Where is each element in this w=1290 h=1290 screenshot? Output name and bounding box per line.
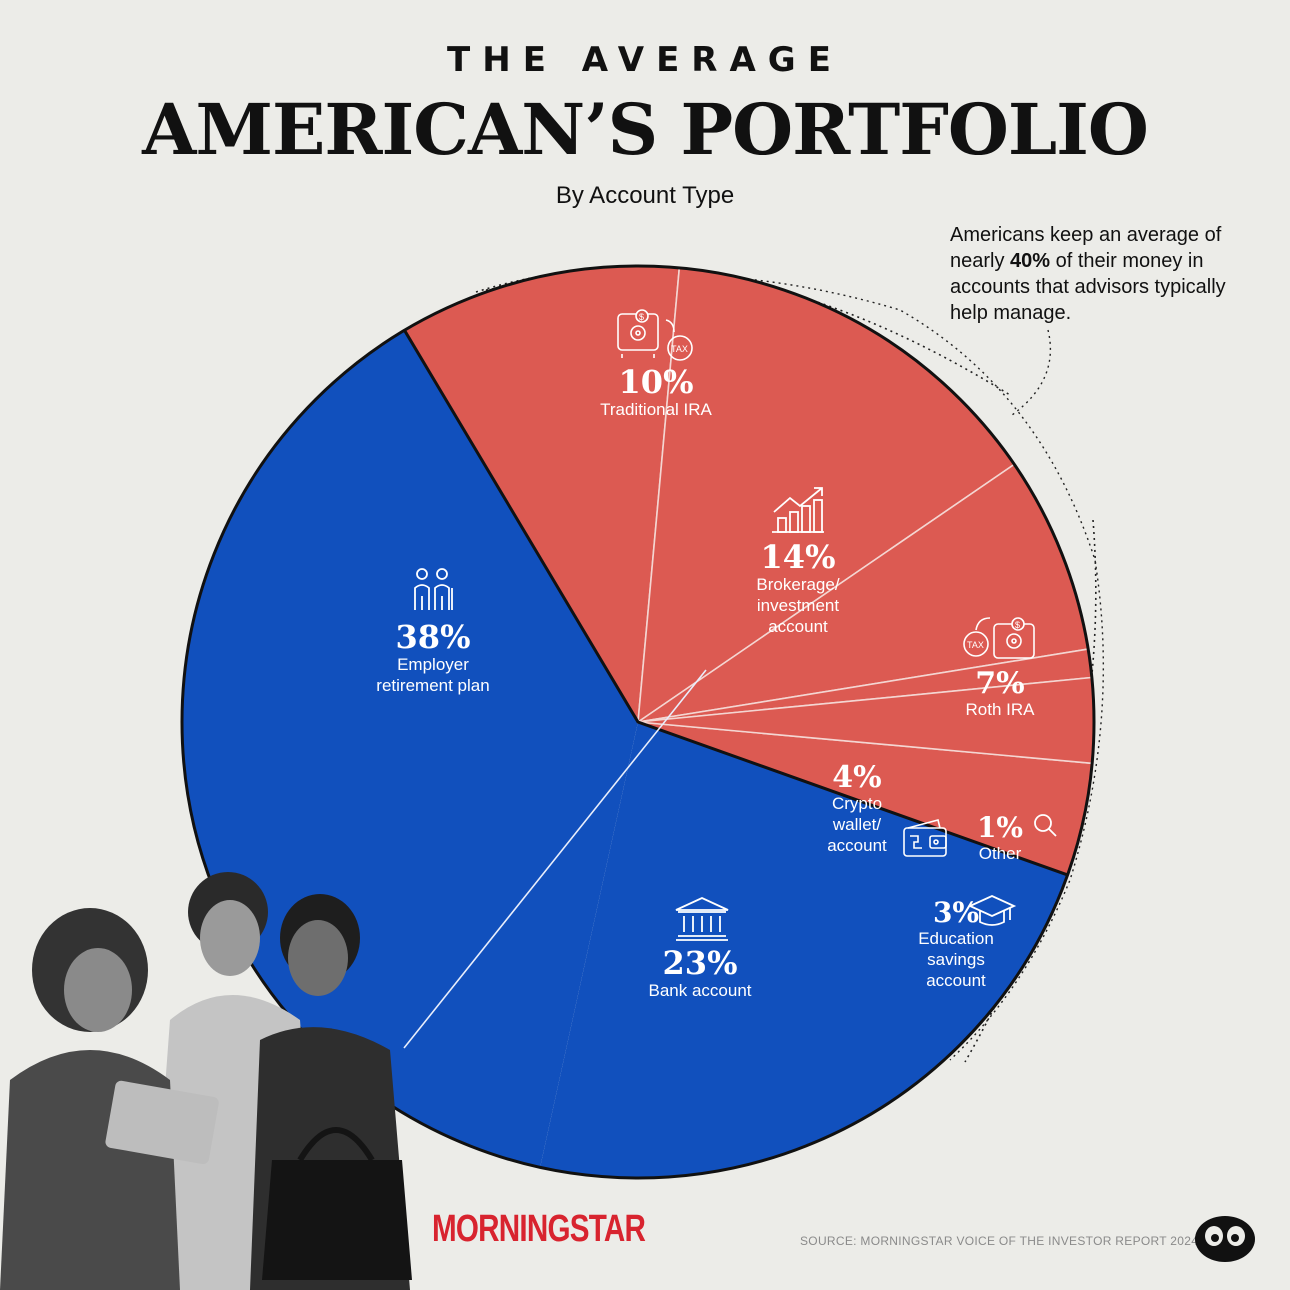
- slice-label-brokerage-investment-account-0: Brokerage/: [756, 575, 839, 594]
- annotation-leader: [1011, 329, 1052, 416]
- svg-text:$: $: [639, 312, 644, 322]
- pct-label-crypto-wallet-account: 4%: [832, 760, 881, 795]
- pct-label-brokerage-investment-account: 14%: [761, 538, 836, 576]
- annotation-line-3: accounts that advisors typically: [950, 276, 1226, 298]
- slice-label-employer-retirement-plan-1: retirement plan: [376, 676, 489, 695]
- safe-tax-icon: $ TAX: [617, 309, 693, 361]
- annotation-line-2-post: of their money in: [1050, 250, 1204, 272]
- slice-label-other-0: Other: [979, 844, 1022, 863]
- tax-safe-icon: TAX $: [963, 617, 1035, 659]
- slice-label-crypto-wallet-account-2: account: [827, 836, 887, 855]
- pct-label-other: 1%: [977, 811, 1023, 844]
- annotation-line-1: Americans keep an average of: [950, 224, 1222, 246]
- family-icon: [414, 568, 453, 610]
- slice-label-roth-ira-0: Roth IRA: [966, 700, 1036, 719]
- page-title: AMERICAN’S PORTFOLIO: [142, 88, 1149, 171]
- svg-text:TAX: TAX: [967, 640, 984, 650]
- annotation-line-4: help manage.: [950, 302, 1072, 324]
- annotation-note: Americans keep an average of nearly 40% …: [950, 222, 1270, 326]
- annotation-line-2-pre: nearly: [950, 250, 1011, 272]
- slice-label-bank-account-0: Bank account: [648, 981, 751, 1000]
- seam-blue-divider: [403, 669, 707, 1049]
- slice-label-brokerage-investment-account-1: investment: [757, 596, 839, 615]
- slice-label-education-savings-account-2: account: [926, 971, 986, 990]
- chart-growth-icon: [772, 487, 824, 533]
- slice-label-crypto-wallet-account-0: Crypto: [832, 794, 882, 813]
- brand-logo: MORNINGSTAR: [432, 1208, 646, 1250]
- slice-label-education-savings-account-1: savings: [927, 950, 985, 969]
- slice-label-education-savings-account-0: Education: [918, 929, 994, 948]
- bank-icon: [675, 897, 729, 941]
- pct-label-roth-ira: 7%: [975, 666, 1024, 701]
- annotation-line-2: nearly 40% of their money in: [950, 248, 1270, 274]
- slice-label-employer-retirement-plan-0: Employer: [397, 655, 469, 674]
- wallet-icon: [903, 819, 947, 857]
- people-photo: [0, 872, 412, 1290]
- svg-text:TAX: TAX: [671, 344, 688, 354]
- slice-labels: 38%Employer retirement plan 10%Traditional…: [376, 363, 1035, 1000]
- annotation-highlight: 40%: [1010, 250, 1051, 272]
- page-subtitle: By Account Type: [555, 182, 735, 209]
- pct-label-traditional-ira: 10%: [619, 363, 694, 401]
- source-note: SOURCE: MORNINGSTAR VOICE OF THE INVESTO…: [800, 1234, 1199, 1248]
- graduation-cap-icon: [967, 895, 1017, 926]
- slice-label-brokerage-investment-account-2: account: [768, 617, 828, 636]
- pct-label-education-savings-account: 3%: [933, 896, 979, 929]
- kicker-text: THE AVERAGE: [447, 40, 843, 80]
- pie-seams: [403, 669, 707, 1049]
- pct-label-bank-account: 23%: [663, 944, 738, 982]
- svg-text:$: $: [1015, 620, 1020, 630]
- publisher-logo-icon: [1195, 1216, 1255, 1262]
- slice-label-traditional-ira-0: Traditional IRA: [600, 400, 712, 419]
- pie-outline: [180, 264, 1096, 1180]
- pct-label-employer-retirement-plan: 38%: [396, 618, 471, 656]
- slice-label-crypto-wallet-account-1: wallet/: [832, 815, 881, 834]
- search-icon: [1034, 814, 1057, 837]
